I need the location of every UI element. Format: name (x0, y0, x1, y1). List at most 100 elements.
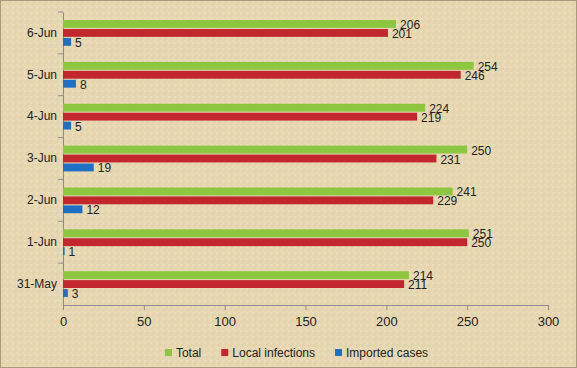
legend-item: Local infections (221, 346, 315, 360)
data-label: 5 (75, 36, 82, 50)
x-tick-label: 150 (295, 314, 317, 329)
x-tick-label: 50 (137, 314, 151, 329)
bars (63, 20, 474, 297)
x-tick-label: 100 (214, 314, 236, 329)
y-tick: 5-Jun (27, 68, 63, 82)
x-tick-mark (306, 305, 307, 310)
x-tick: 200 (376, 305, 398, 329)
category-separator (58, 263, 63, 264)
series-bars (63, 20, 474, 279)
bar (63, 196, 433, 204)
category-separator (58, 137, 63, 138)
legend-label: Total (176, 346, 201, 360)
x-tick: 250 (457, 305, 479, 329)
category-label: 3-Jun (27, 151, 57, 165)
legend-item: Imported cases (335, 346, 428, 360)
bar (63, 280, 404, 288)
data-label: 241 (457, 185, 477, 199)
bar (63, 271, 409, 279)
x-tick-label: 200 (376, 314, 398, 329)
bar (63, 289, 68, 297)
bar (63, 38, 71, 46)
x-tick-mark (386, 305, 387, 310)
x-tick-mark (144, 305, 145, 310)
data-label: 5 (75, 120, 82, 134)
bar (63, 80, 76, 88)
category-separator (58, 12, 63, 13)
x-tick: 0 (60, 305, 67, 329)
bar (63, 20, 396, 28)
x-tick-label: 0 (60, 314, 67, 329)
legend: Total Local infections Imported cases (165, 346, 428, 360)
series-bars (63, 29, 467, 288)
bar (63, 205, 82, 213)
category-label: 1-Jun (27, 235, 57, 249)
series-bars (63, 38, 94, 297)
data-label: 246 (465, 69, 485, 83)
x-axis: 0 50 100 150 200 250 300 (60, 305, 559, 329)
data-label: 201 (392, 27, 412, 41)
x-tick: 50 (137, 305, 151, 329)
x-tick-label: 250 (457, 314, 479, 329)
data-label: 3 (72, 287, 79, 301)
data-label: 250 (471, 236, 491, 250)
plot: 0 50 100 150 200 250 300 31-May 1-Jun 2-Jun 3-Jun 4… (17, 12, 559, 329)
legend-swatch (165, 349, 172, 356)
x-tick: 300 (538, 305, 560, 329)
legend-label: Imported cases (346, 346, 428, 360)
category-separator (58, 53, 63, 54)
data-label: 250 (471, 144, 491, 158)
category-label: 5-Jun (27, 68, 57, 82)
category-label: 2-Jun (27, 193, 57, 207)
legend-item: Total (165, 346, 201, 360)
bar (63, 71, 461, 79)
data-label: 19 (98, 161, 112, 175)
bar (63, 164, 94, 172)
y-tick: 31-May (17, 277, 63, 291)
bar (63, 229, 469, 237)
legend-swatch (335, 349, 342, 356)
category-label: 6-Jun (27, 26, 57, 40)
y-tick: 1-Jun (27, 235, 63, 249)
bar (63, 29, 388, 37)
legend-label: Local infections (232, 346, 315, 360)
y-tick: 3-Jun (27, 151, 63, 165)
background (1, 1, 577, 368)
data-label: 231 (440, 153, 460, 167)
x-tick: 150 (295, 305, 317, 329)
y-tick: 4-Jun (27, 109, 63, 123)
bar (63, 104, 425, 112)
bar (63, 122, 71, 130)
data-label: 211 (408, 278, 427, 292)
legend-swatch (221, 349, 228, 356)
x-tick-mark (467, 305, 468, 310)
category-label: 31-May (17, 277, 57, 291)
category-separator (58, 179, 63, 180)
background-texture (1, 1, 576, 367)
data-label: 229 (437, 194, 457, 208)
x-tick: 100 (214, 305, 236, 329)
category-separator (58, 95, 63, 96)
bar (63, 187, 453, 195)
bar (63, 62, 474, 70)
bar (63, 247, 65, 255)
category-separator (58, 221, 63, 222)
y-tick: 2-Jun (27, 193, 63, 207)
data-labels: 2142512412502242542062112502292312192462… (69, 18, 498, 301)
data-label: 12 (86, 203, 100, 217)
x-tick-mark (63, 305, 64, 310)
bar (63, 113, 417, 121)
bar (63, 146, 467, 154)
x-tick-mark (548, 305, 549, 310)
bar (63, 238, 467, 246)
y-axis: 31-May 1-Jun 2-Jun 3-Jun 4-Jun 5-Jun 6-Jun (17, 13, 64, 306)
y-tick: 6-Jun (27, 26, 63, 40)
x-tick-mark (225, 305, 226, 310)
category-label: 4-Jun (27, 109, 57, 123)
y-separators (58, 12, 63, 263)
bar (63, 155, 436, 163)
data-label: 219 (421, 111, 441, 125)
data-label: 1 (69, 245, 76, 259)
x-tick-label: 300 (538, 314, 560, 329)
data-label: 8 (80, 78, 87, 92)
